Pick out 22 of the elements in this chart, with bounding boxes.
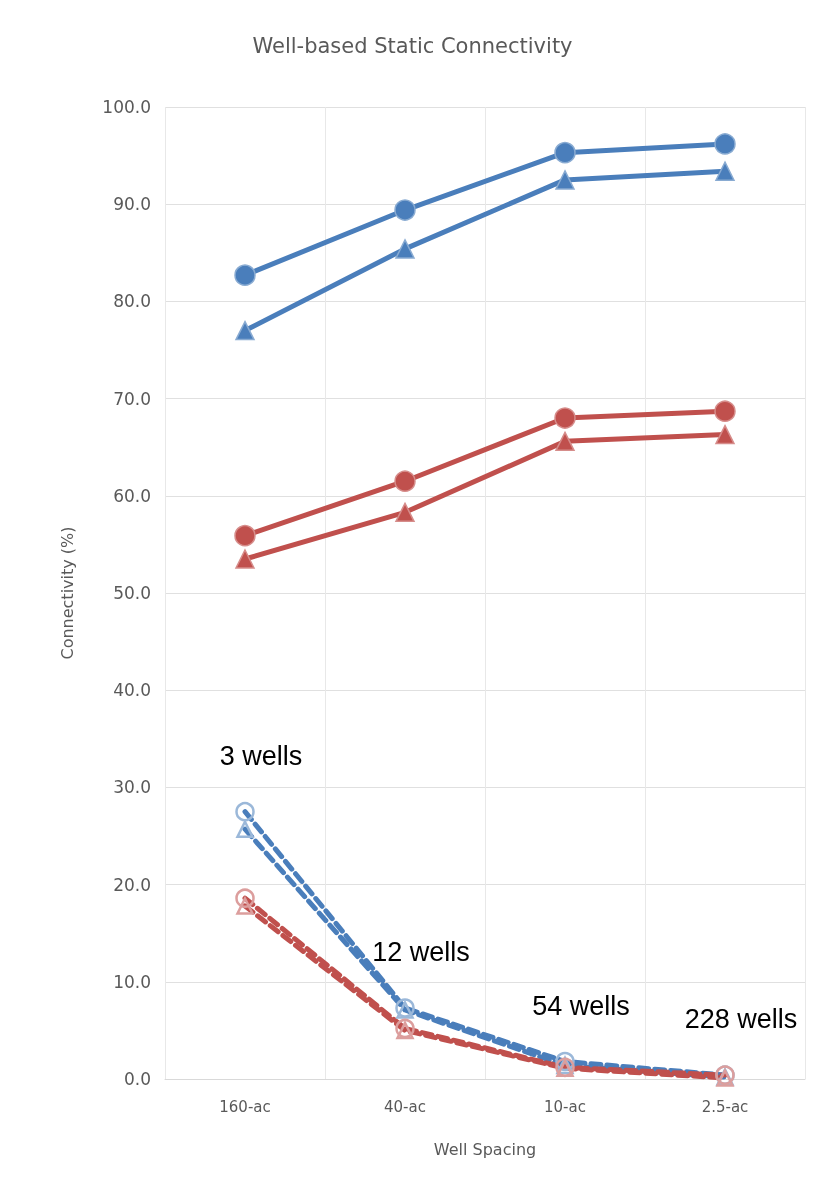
annotation: 54 wells <box>532 990 630 1021</box>
y-tick-label: 100.0 <box>102 97 151 117</box>
y-tick-label: 40.0 <box>113 680 151 701</box>
x-tick-label: 40-ac <box>384 1097 426 1116</box>
annotation: 12 wells <box>372 937 470 968</box>
y-axis-title: Connectivity (%) <box>57 526 77 660</box>
y-tick-label: 10.0 <box>113 971 151 992</box>
y-tick-label: 50.0 <box>113 583 151 603</box>
y-tick-label: 70.0 <box>113 388 151 409</box>
x-tick-label: 10-ac <box>544 1097 586 1116</box>
x-tick-label: 2.5-ac <box>701 1097 749 1116</box>
y-tick-label: 60.0 <box>113 485 151 506</box>
y-tick-label: 90.0 <box>113 194 151 215</box>
annotation: 3 wells <box>219 740 303 771</box>
y-tick-label: 0.0 <box>123 1069 151 1089</box>
y-tick-label: 20.0 <box>113 874 151 895</box>
annotation: 228 wells <box>684 1004 798 1035</box>
x-tick-label: 160-ac <box>219 1097 271 1116</box>
y-tick-label: 30.0 <box>113 777 151 798</box>
y-tick-label: 80.0 <box>113 291 151 312</box>
x-axis-title: Well Spacing <box>433 1139 537 1159</box>
chart-title: Well-based Static Connectivity <box>252 33 573 58</box>
